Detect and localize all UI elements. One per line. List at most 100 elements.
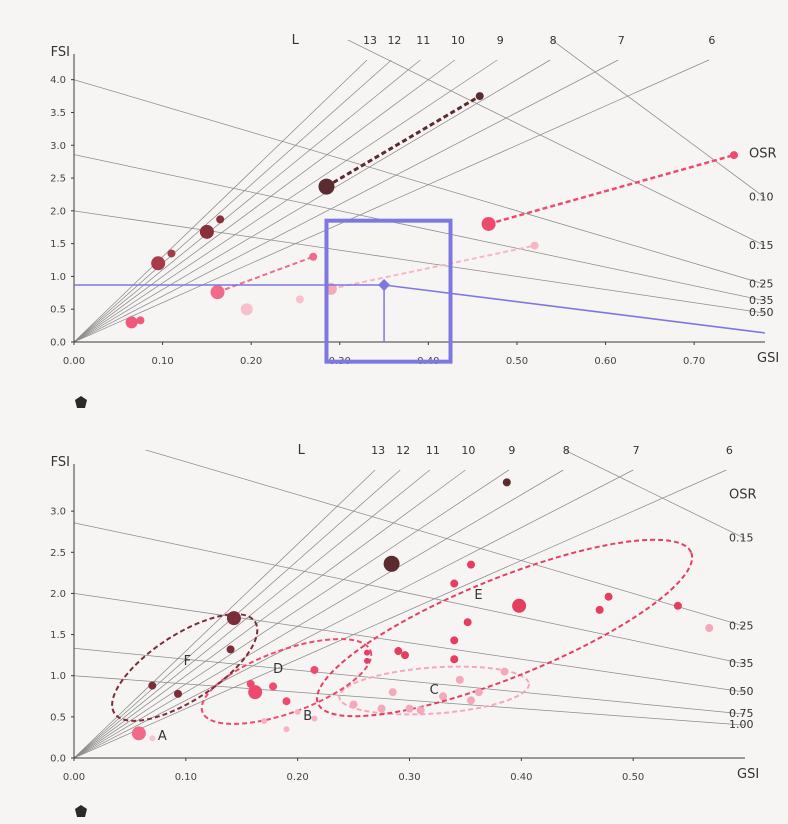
data-point [388, 688, 397, 697]
data-point [475, 92, 484, 101]
data-point [294, 708, 301, 715]
osr-line-label: 0.15 [749, 239, 774, 252]
data-point [136, 316, 145, 325]
l-line-label: 6 [726, 444, 733, 457]
data-point [673, 601, 682, 610]
data-point [500, 667, 509, 676]
group-label-E: E [474, 588, 482, 603]
osr-line-label: 0.50 [749, 306, 774, 319]
data-point [405, 704, 414, 713]
y-tick-label: 2.0 [50, 206, 66, 217]
grid-layer [74, 40, 765, 342]
data-point [248, 685, 263, 700]
data-point [269, 682, 278, 691]
data-point [439, 692, 448, 701]
data-point [463, 618, 472, 627]
dashed-link [330, 244, 535, 290]
y-tick-label: 3.0 [50, 507, 66, 518]
data-point [167, 249, 176, 258]
l-grid-line-10 [74, 469, 466, 758]
x-tick-label: 0.30 [398, 772, 420, 783]
x-tick-label: 0.40 [510, 772, 532, 783]
osr-grid-line-0.35 [74, 154, 765, 302]
osr-grid-line-0.15 [563, 450, 745, 539]
l-line-label: 13 [371, 444, 385, 457]
data-point [311, 715, 318, 722]
y-tick-label: 0.5 [50, 712, 66, 723]
y-tick-label: 0.5 [50, 305, 66, 316]
group-ellipse-E [316, 538, 694, 718]
x-tick-label: 0.10 [175, 772, 197, 783]
data-point [455, 675, 464, 684]
y-tick-label: 1.0 [50, 272, 66, 283]
x-axis-title: GSI [737, 767, 759, 782]
l-grid-line-7 [74, 59, 619, 342]
l-grid-line-9 [74, 59, 498, 342]
osr-line-label: 0.25 [749, 277, 774, 290]
l-grid-line-8 [74, 469, 564, 758]
data-point [149, 735, 156, 742]
data-point [283, 726, 290, 733]
group-label-A: A [158, 729, 167, 744]
osr-line-label: 0.15 [729, 532, 754, 545]
osr-grid-line-0.25 [74, 79, 765, 285]
data-point [450, 579, 459, 588]
y-tick-label: 2.0 [50, 589, 66, 600]
data-point [467, 560, 476, 569]
data-point [318, 178, 335, 195]
osr-grid-line-0.15 [347, 40, 765, 247]
y-tick-label: 3.5 [50, 108, 66, 119]
y-axis-title: FSI [51, 45, 70, 60]
data-point [174, 689, 183, 698]
highlight-point [378, 278, 391, 291]
l-grid-line-11 [74, 59, 421, 342]
l-line-label: 11 [416, 34, 430, 47]
data-point [349, 700, 358, 709]
x-axis-title: GSI [757, 351, 779, 366]
l-grid-line-9 [74, 469, 510, 758]
l-grid-line-13 [74, 59, 368, 342]
osr-grid-line-1.00 [74, 675, 745, 726]
l-line-label: 10 [461, 444, 475, 457]
y-tick-label: 1.5 [50, 239, 66, 250]
l-grid-line-11 [74, 469, 431, 758]
y-tick-label: 3.0 [50, 141, 66, 152]
osr-line-label: 0.50 [729, 685, 754, 698]
osr-grid-line-0.25 [144, 450, 745, 627]
data-point [416, 706, 425, 715]
y-tick-label: 2.5 [50, 548, 66, 559]
l-grid-line-6 [74, 59, 710, 342]
data-point [295, 295, 304, 304]
data-point [729, 151, 738, 160]
group-label-F: F [184, 654, 191, 669]
l-line-label: 8 [563, 444, 570, 457]
data-point [481, 216, 496, 231]
x-tick-label: 0.50 [622, 772, 644, 783]
data-point [401, 651, 410, 660]
l-line-label: 9 [508, 444, 515, 457]
data-point [705, 623, 714, 632]
l-grid-line-6 [74, 469, 727, 758]
data-point [282, 697, 291, 706]
data-point [240, 303, 253, 316]
l-line-label: 11 [426, 444, 440, 457]
l-line-label: 8 [550, 34, 557, 47]
group-label-B: B [303, 709, 312, 724]
l-grid-line-7 [74, 469, 634, 758]
osr-line-label: 0.10 [749, 191, 774, 204]
group-label-C: C [430, 683, 439, 698]
data-point [450, 655, 459, 664]
x-tick-label: 0.00 [63, 772, 85, 783]
osr-title: OSR [749, 147, 777, 162]
l-grid-line-12 [74, 59, 392, 342]
osr-grid-line-0.35 [74, 522, 745, 665]
y-tick-label: 0.0 [50, 754, 66, 765]
dashed-link [325, 94, 481, 188]
data-point [467, 696, 476, 705]
y-tick-label: 0.0 [50, 338, 66, 349]
y-tick-label: 1.0 [50, 671, 66, 682]
data-point [512, 598, 527, 613]
data-point [530, 241, 539, 250]
x-tick-label: 0.10 [151, 356, 173, 367]
